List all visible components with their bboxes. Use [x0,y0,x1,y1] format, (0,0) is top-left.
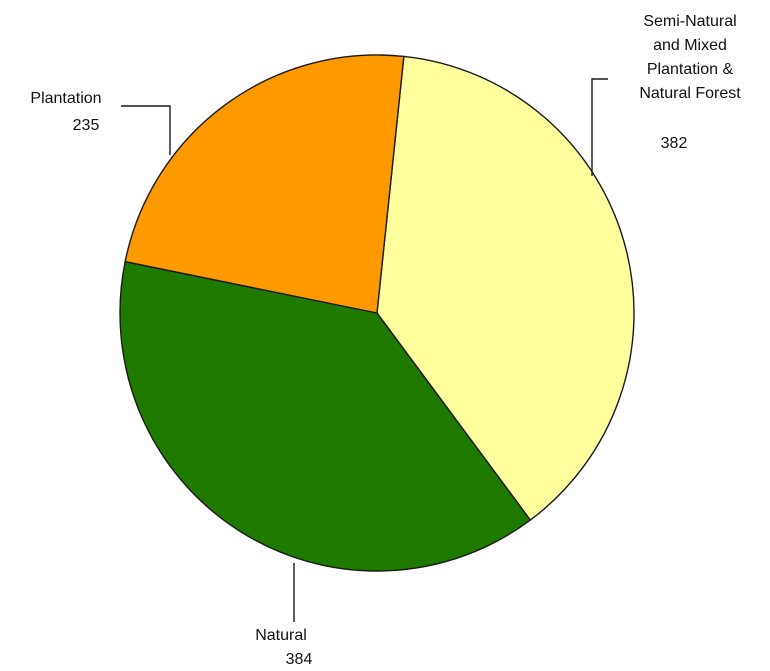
slice-name-label-semi-natural: Semi-Natural [643,13,736,30]
slice-name-label-semi-natural: Natural Forest [639,85,741,102]
pie-slice-semi-natural [376,55,635,522]
leader-line-semi-natural [591,78,608,176]
pie-slice-natural [119,260,532,572]
slice-name-label-semi-natural: and Mixed [653,37,727,54]
slice-value-label-natural: 384 [286,651,313,668]
slice-name-label-plantation: Plantation [30,90,101,107]
slice-value-label-semi-natural: 382 [661,135,688,152]
leader-lines [121,78,608,622]
slice-value-label-plantation: 235 [73,117,100,134]
leader-line-plantation [121,105,171,155]
slice-name-label-semi-natural: Plantation & [647,61,734,78]
slice-name-label-natural: Natural [255,627,307,644]
pie-slices [119,54,635,572]
slice-labels: Semi-Natural and Mixed Plantation & Natural… [30,13,741,668]
pie-slice-plantation [124,54,405,314]
